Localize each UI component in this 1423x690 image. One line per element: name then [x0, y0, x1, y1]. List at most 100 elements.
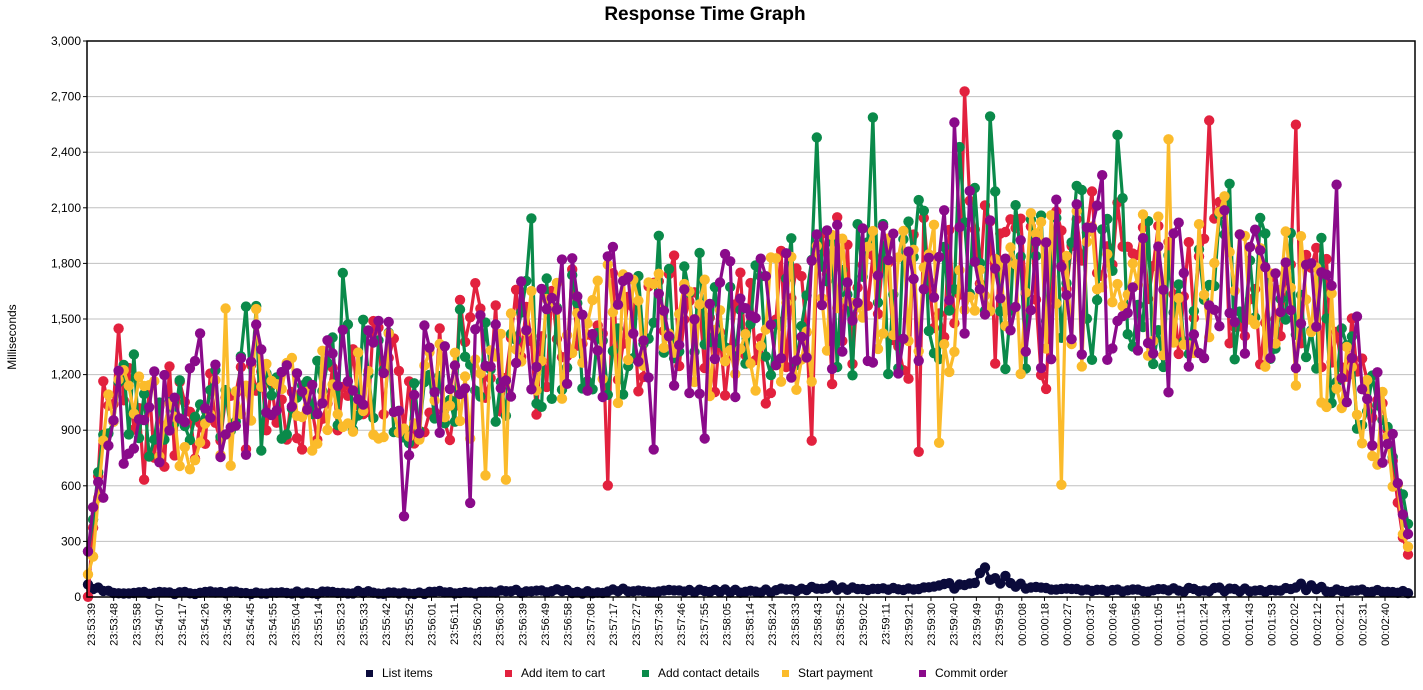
- data-point: [296, 411, 308, 423]
- data-point: [1224, 307, 1235, 319]
- data-point: [1168, 228, 1179, 239]
- data-point: [1173, 217, 1184, 228]
- data-point: [714, 277, 726, 288]
- x-tick-label: 00:01:43: [1244, 603, 1256, 646]
- data-point: [735, 267, 746, 278]
- data-point: [796, 271, 807, 282]
- data-point: [327, 348, 338, 359]
- data-point: [93, 476, 104, 488]
- data-point: [694, 388, 705, 399]
- data-point: [1229, 354, 1240, 365]
- y-tick-label: 2,400: [51, 145, 81, 159]
- data-point: [505, 308, 517, 319]
- data-point: [459, 351, 471, 362]
- data-point: [699, 274, 710, 285]
- data-point: [755, 253, 766, 264]
- data-point: [1173, 293, 1184, 304]
- data-point: [429, 386, 440, 398]
- data-point: [439, 341, 450, 352]
- data-point: [959, 328, 970, 339]
- data-point: [556, 393, 568, 404]
- x-tick-label: 23:57:46: [676, 603, 688, 646]
- data-point: [531, 409, 542, 420]
- data-point: [786, 233, 797, 244]
- data-point: [648, 278, 659, 290]
- data-point: [286, 352, 298, 364]
- chart-title: Response Time Graph: [604, 4, 806, 25]
- data-point: [1163, 134, 1174, 145]
- data-point: [424, 342, 435, 353]
- y-tick-label: 2,700: [51, 90, 81, 104]
- data-point: [103, 440, 114, 451]
- data-point: [200, 403, 211, 414]
- data-point: [1076, 184, 1088, 196]
- data-point: [1000, 363, 1011, 375]
- data-point: [913, 194, 924, 206]
- data-point: [1046, 354, 1057, 365]
- data-point: [1030, 236, 1042, 248]
- x-tick-label: 23:55:52: [404, 603, 416, 646]
- data-point: [1280, 226, 1291, 237]
- legend-label: Add contact details: [658, 666, 760, 680]
- data-point: [740, 329, 751, 340]
- data-point: [138, 474, 150, 485]
- x-tick-label: 23:59:49: [971, 603, 983, 646]
- data-point: [378, 367, 389, 379]
- data-point: [556, 254, 568, 265]
- data-point: [505, 391, 517, 402]
- y-tick-label: 1,800: [51, 256, 81, 270]
- data-point: [1392, 478, 1404, 489]
- data-point: [1311, 321, 1322, 332]
- x-tick-label: 23:53:58: [131, 603, 143, 646]
- data-point: [1341, 341, 1353, 353]
- data-point: [607, 307, 619, 318]
- data-point: [730, 391, 741, 403]
- data-point: [1224, 178, 1235, 189]
- data-point: [449, 347, 461, 358]
- data-point: [898, 225, 909, 237]
- x-tick-label: 00:01:34: [1221, 603, 1233, 646]
- data-point: [1051, 194, 1062, 205]
- data-point: [796, 331, 807, 343]
- data-point: [969, 577, 980, 589]
- data-point: [281, 360, 292, 371]
- x-tick-label: 23:56:39: [517, 603, 529, 646]
- data-point: [256, 344, 267, 355]
- data-point: [1000, 253, 1011, 264]
- x-tick-label: 23:58:33: [790, 603, 802, 646]
- data-point: [144, 451, 155, 462]
- data-point: [719, 390, 731, 401]
- data-point: [806, 376, 817, 387]
- data-point: [1030, 228, 1042, 240]
- data-point: [1255, 212, 1266, 224]
- x-tick-label: 23:56:01: [427, 603, 439, 646]
- data-point: [928, 219, 940, 230]
- data-point: [725, 256, 736, 267]
- x-tick-label: 23:58:43: [812, 603, 824, 646]
- data-point: [674, 339, 685, 351]
- data-point: [658, 305, 670, 316]
- data-point: [684, 387, 695, 399]
- x-tick-label: 23:59:59: [994, 603, 1006, 646]
- data-point: [898, 333, 909, 344]
- data-point: [1086, 222, 1098, 233]
- x-tick-label: 23:57:36: [654, 603, 666, 646]
- data-point: [118, 458, 129, 469]
- data-point: [230, 420, 241, 431]
- data-point: [979, 562, 991, 573]
- x-tick-label: 00:01:15: [1176, 603, 1188, 646]
- data-point: [215, 451, 226, 463]
- data-point: [561, 378, 573, 389]
- data-point: [154, 457, 165, 468]
- data-point: [1224, 338, 1235, 349]
- data-point: [1402, 528, 1414, 540]
- data-point: [240, 449, 252, 460]
- data-point: [378, 431, 389, 443]
- data-point: [1290, 380, 1302, 391]
- x-tick-label: 23:56:11: [449, 603, 461, 645]
- data-point: [82, 569, 94, 580]
- data-point: [159, 369, 170, 381]
- data-point: [419, 320, 430, 331]
- data-point: [903, 373, 914, 384]
- data-point: [281, 429, 292, 440]
